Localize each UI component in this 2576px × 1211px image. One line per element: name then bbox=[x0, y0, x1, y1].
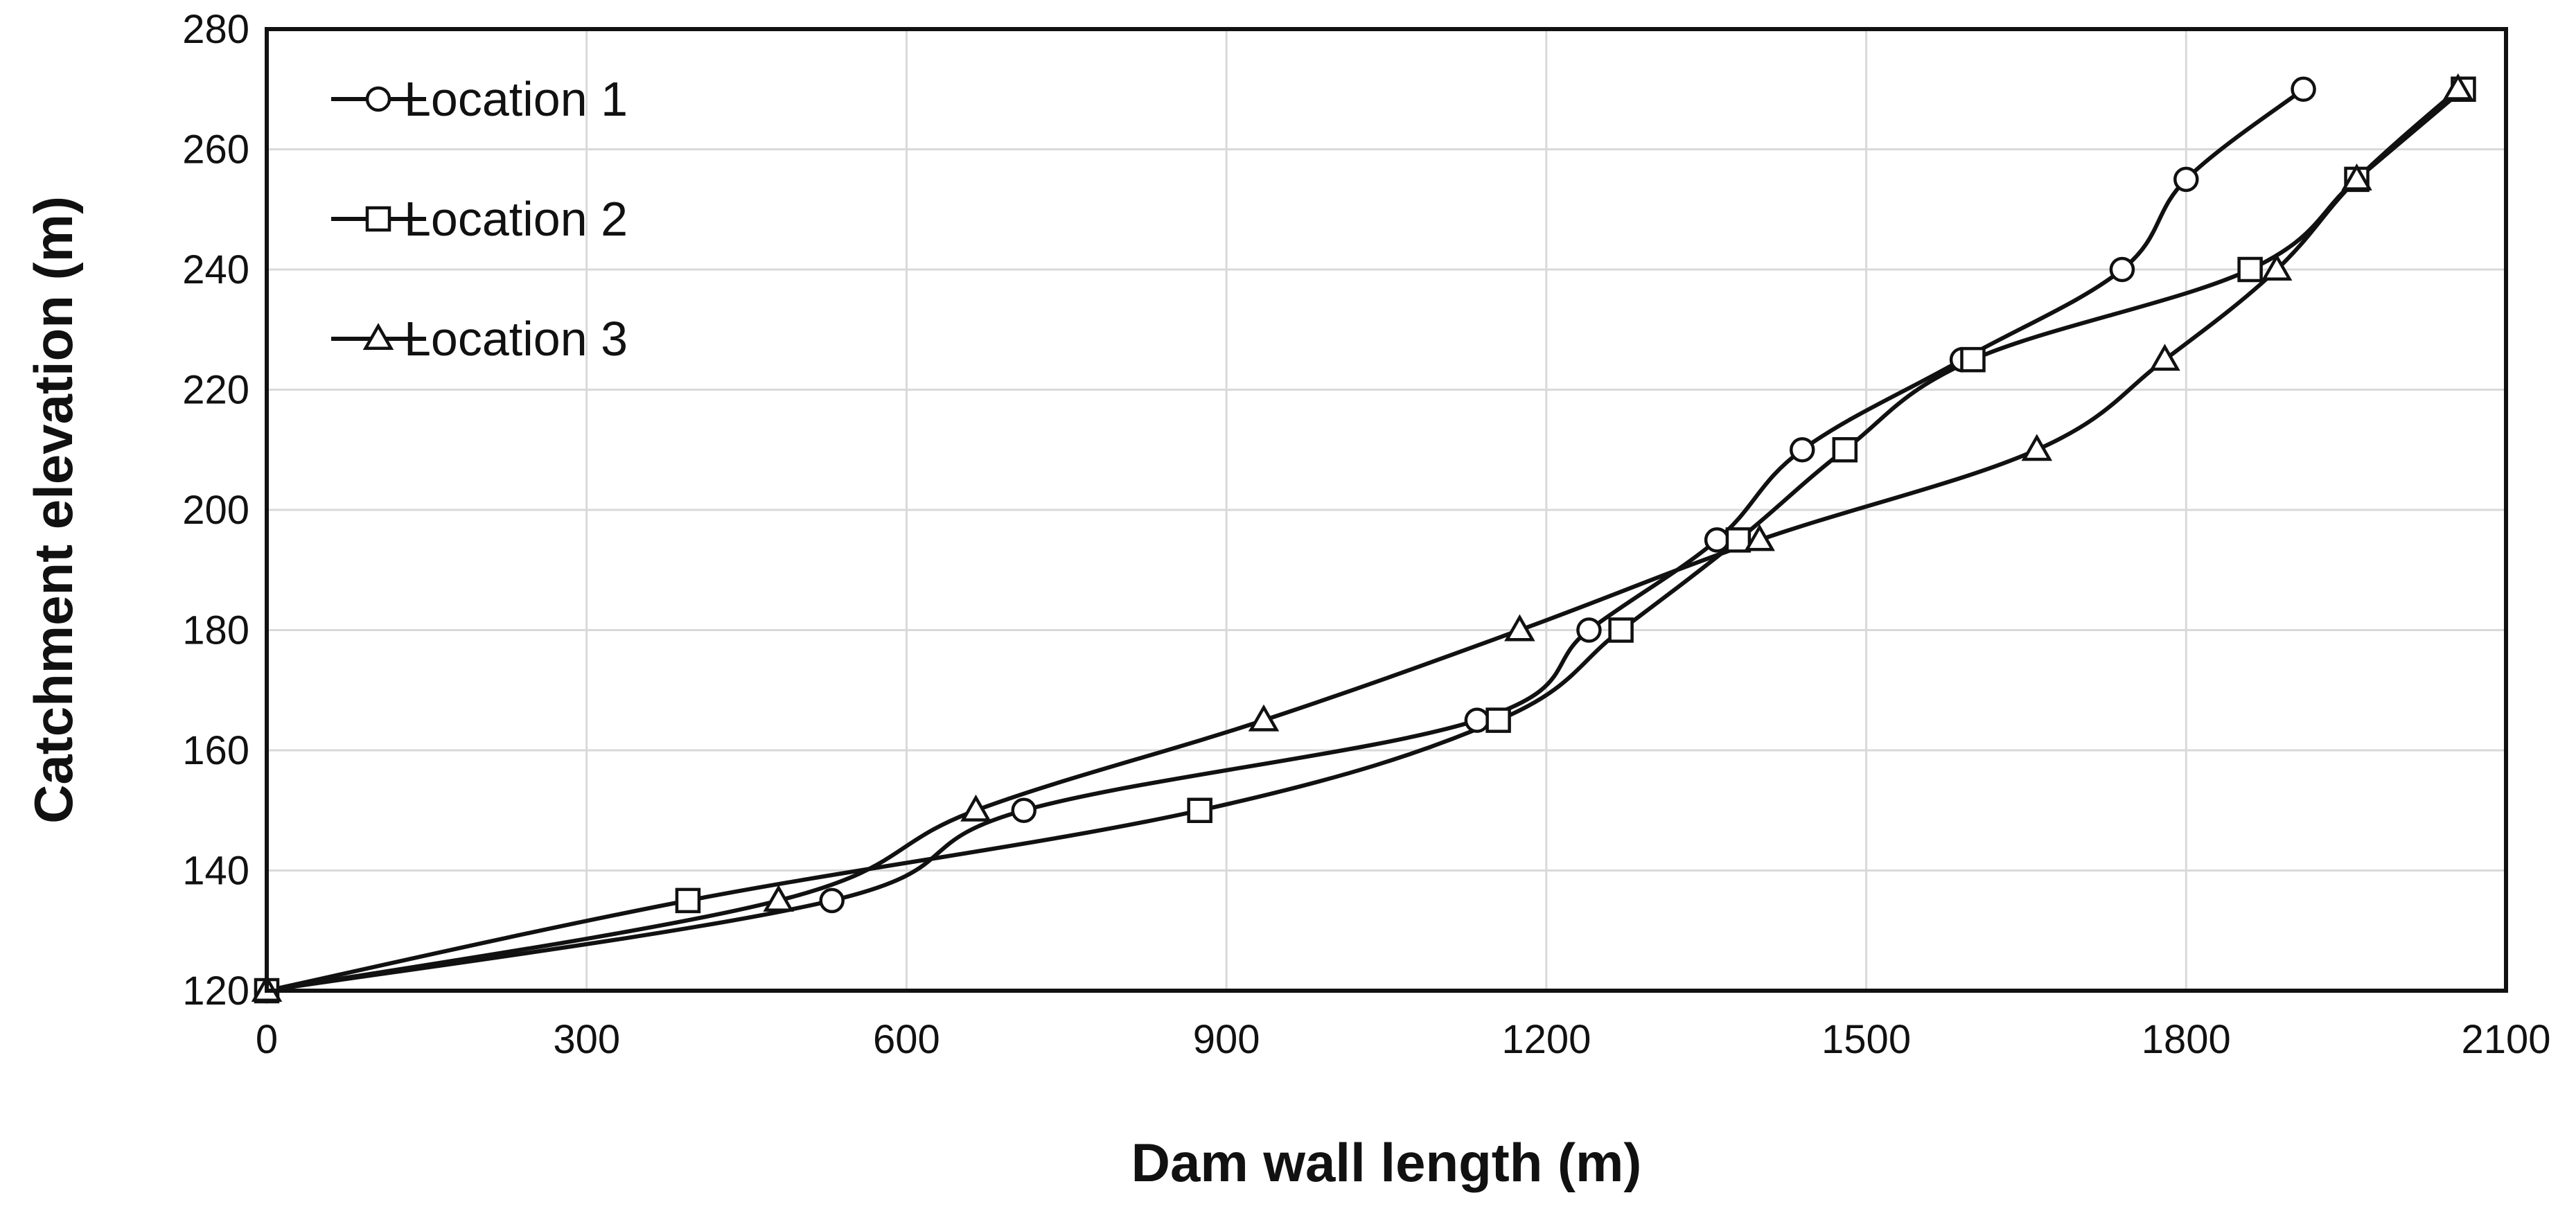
y-tick-label: 240 bbox=[182, 247, 249, 292]
legend-label: Location 2 bbox=[404, 192, 628, 246]
x-axis-ticks: 0 300 600 900 1200 1500 1800 2100 bbox=[256, 1017, 2551, 1062]
x-tick-label: 1800 bbox=[2142, 1017, 2231, 1062]
y-tick-label: 260 bbox=[182, 127, 249, 173]
data-point-location-1 bbox=[1011, 797, 1036, 823]
data-point-location-3 bbox=[2149, 344, 2180, 371]
y-tick-label: 140 bbox=[182, 849, 249, 894]
square-marker-icon bbox=[365, 206, 391, 232]
data-markers bbox=[251, 73, 2476, 1004]
data-point-location-3 bbox=[1504, 614, 1535, 642]
x-tick-label: 0 bbox=[256, 1017, 278, 1062]
series-line-location-3 bbox=[266, 87, 2460, 993]
data-point-location-1 bbox=[819, 887, 845, 914]
y-tick-label: 220 bbox=[182, 368, 249, 413]
data-point-location-2 bbox=[1485, 707, 1511, 733]
data-point-location-2 bbox=[1187, 797, 1212, 823]
data-point-location-2 bbox=[1960, 346, 1986, 373]
data-point-location-2 bbox=[1608, 617, 1634, 643]
data-point-location-1 bbox=[1704, 527, 1730, 553]
data-point-location-1 bbox=[1576, 617, 1602, 643]
legend-label: Location 3 bbox=[404, 312, 628, 366]
data-point-location-3 bbox=[2442, 73, 2474, 100]
triangle-marker-icon bbox=[362, 323, 394, 351]
y-tick-label: 280 bbox=[182, 7, 249, 52]
x-tick-label: 1500 bbox=[1821, 1017, 1911, 1062]
y-tick-label: 160 bbox=[182, 728, 249, 773]
data-point-location-2 bbox=[2237, 256, 2263, 283]
y-tick-label: 180 bbox=[182, 608, 249, 653]
x-axis-title: Dam wall length (m) bbox=[1131, 1132, 1642, 1193]
x-tick-label: 1200 bbox=[1501, 1017, 1591, 1062]
data-point-location-1 bbox=[1789, 437, 1815, 463]
x-tick-label: 900 bbox=[1193, 1017, 1260, 1062]
plot-area-border bbox=[265, 27, 2508, 993]
legend-entry: Location 3 bbox=[331, 312, 628, 366]
gridlines bbox=[267, 29, 2506, 991]
data-point-location-1 bbox=[2109, 256, 2135, 283]
data-point-location-3 bbox=[2341, 163, 2372, 191]
x-tick-label: 2100 bbox=[2461, 1017, 2550, 1062]
data-point-location-3 bbox=[2021, 434, 2053, 461]
legend-entry: Location 1 bbox=[331, 72, 628, 126]
legend-label: Location 1 bbox=[404, 72, 628, 126]
data-point-location-3 bbox=[763, 884, 795, 912]
y-tick-label: 120 bbox=[182, 969, 249, 1014]
y-tick-label: 200 bbox=[182, 488, 249, 533]
x-tick-label: 300 bbox=[553, 1017, 620, 1062]
legend-entry: Location 2 bbox=[331, 192, 628, 246]
y-axis-title: Catchment elevation (m) bbox=[23, 196, 84, 824]
data-point-location-3 bbox=[1744, 524, 1775, 551]
data-point-location-1 bbox=[2291, 76, 2316, 102]
x-tick-label: 600 bbox=[873, 1017, 940, 1062]
data-point-location-3 bbox=[1248, 704, 1280, 732]
circle-marker-icon bbox=[365, 86, 391, 112]
data-point-location-3 bbox=[960, 794, 991, 822]
legend: Location 1 Location 2 Location 3 bbox=[331, 72, 628, 366]
data-point-location-1 bbox=[1464, 707, 1490, 733]
data-point-location-3 bbox=[2261, 254, 2293, 281]
y-axis-ticks: 120 140 160 180 200 220 240 260 280 bbox=[182, 7, 249, 1014]
data-point-location-1 bbox=[2173, 166, 2199, 193]
data-point-location-2 bbox=[1832, 437, 1858, 463]
data-point-location-2 bbox=[675, 887, 701, 914]
data-point-location-2 bbox=[1725, 527, 1752, 553]
